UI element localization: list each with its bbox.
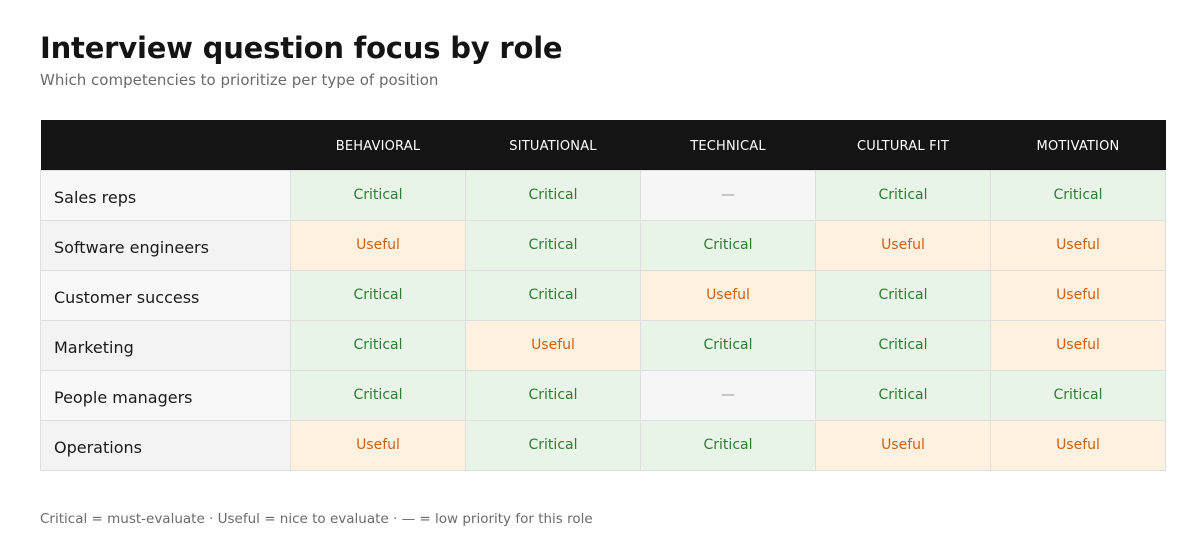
matrix-cell: Critical	[290, 269, 466, 321]
matrix-cell: Critical	[290, 169, 466, 221]
matrix-cell: Critical	[640, 219, 816, 271]
matrix-cell: Useful	[990, 219, 1166, 271]
matrix-cell: —	[640, 369, 816, 421]
matrix-cell: Critical	[815, 269, 991, 321]
row-label: Software engineers	[40, 219, 291, 271]
matrix-cell: Useful	[290, 219, 466, 271]
row-label: Operations	[40, 419, 291, 471]
matrix-cell: Critical	[640, 319, 816, 371]
matrix-cell: Useful	[990, 269, 1166, 321]
table-row: Customer success Critical Critical Usefu…	[40, 269, 1166, 321]
matrix-cell: Critical	[290, 369, 466, 421]
table-row: Marketing Critical Useful Critical Criti…	[40, 319, 1166, 371]
column-header-cultural-fit: CULTURAL FIT	[815, 120, 991, 170]
chart-subtitle: Which competencies to prioritize per typ…	[40, 71, 439, 89]
matrix-cell: Critical	[640, 419, 816, 471]
row-label: Customer success	[40, 269, 291, 321]
matrix-cell: Useful	[990, 419, 1166, 471]
matrix-cell: Useful	[815, 219, 991, 271]
matrix-cell: Critical	[465, 269, 641, 321]
column-header-motivation: MOTIVATION	[990, 120, 1166, 170]
matrix-cell: Useful	[465, 319, 641, 371]
row-label: Sales reps	[40, 169, 291, 221]
matrix-cell: Critical	[815, 319, 991, 371]
table-row: People managers Critical Critical — Crit…	[40, 369, 1166, 421]
table-row: Operations Useful Critical Critical Usef…	[40, 419, 1166, 471]
matrix-cell: Critical	[290, 319, 466, 371]
header-row: BEHAVIORAL SITUATIONAL TECHNICAL CULTURA…	[40, 120, 1166, 170]
matrix-cell: Useful	[990, 319, 1166, 371]
legend-footnote: Critical = must-evaluate · Useful = nice…	[40, 511, 593, 527]
matrix-cell: Useful	[815, 419, 991, 471]
matrix-cell: Critical	[465, 419, 641, 471]
matrix-cell: Critical	[990, 169, 1166, 221]
matrix-cell: Critical	[465, 369, 641, 421]
matrix-cell: Useful	[290, 419, 466, 471]
priority-matrix: BEHAVIORAL SITUATIONAL TECHNICAL CULTURA…	[40, 120, 1166, 471]
matrix-cell: Critical	[990, 369, 1166, 421]
matrix-cell: Critical	[815, 369, 991, 421]
table-row: Software engineers Useful Critical Criti…	[40, 219, 1166, 271]
table-row: Sales reps Critical Critical — Critical …	[40, 169, 1166, 221]
matrix-cell: Critical	[465, 169, 641, 221]
matrix-cell: Critical	[465, 219, 641, 271]
column-header-technical: TECHNICAL	[640, 120, 816, 170]
row-label: Marketing	[40, 319, 291, 371]
matrix-cell: Useful	[640, 269, 816, 321]
matrix-cell: Critical	[815, 169, 991, 221]
chart-title: Interview question focus by role	[40, 31, 563, 65]
matrix-cell: —	[640, 169, 816, 221]
column-header-situational: SITUATIONAL	[465, 120, 641, 170]
header-corner	[40, 120, 291, 170]
column-header-behavioral: BEHAVIORAL	[290, 120, 466, 170]
row-label: People managers	[40, 369, 291, 421]
